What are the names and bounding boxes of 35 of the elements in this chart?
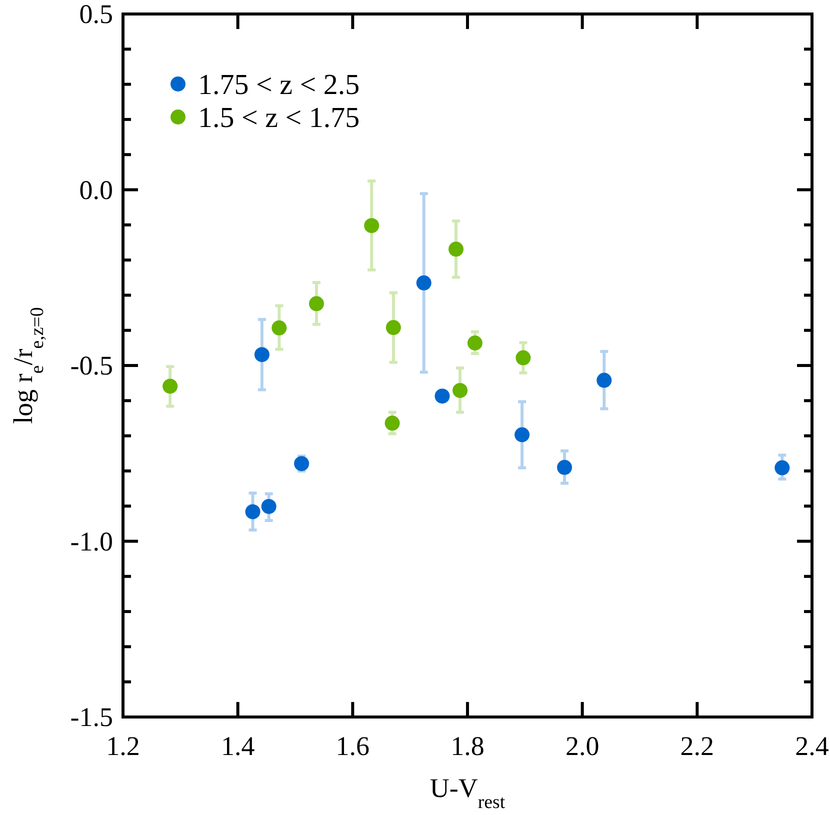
x-tick-label: 2.4 — [795, 731, 830, 761]
point — [452, 382, 468, 398]
point — [448, 242, 464, 257]
point — [434, 388, 450, 404]
x-tick-label: 1.2 — [106, 731, 140, 761]
point — [416, 275, 432, 290]
y-tick-label: -1.0 — [70, 526, 113, 556]
x-tick-label: 2.2 — [680, 731, 714, 761]
legend-label: 1.5 < z < 1.75 — [198, 102, 360, 134]
legend-label: 1.75 < z < 2.5 — [198, 69, 360, 101]
point — [516, 350, 531, 366]
point — [261, 498, 276, 514]
point — [162, 378, 178, 394]
point — [245, 504, 260, 520]
point — [384, 416, 400, 431]
x-tick-label: 1.6 — [336, 731, 370, 761]
point — [364, 218, 380, 234]
point — [386, 320, 401, 336]
point — [774, 460, 790, 476]
point — [596, 372, 612, 388]
y-tick-label: 0.5 — [79, 0, 113, 29]
point — [514, 427, 530, 442]
x-axis-title: U-V$_{rest}$ — [430, 773, 506, 812]
y-tick-label: -1.5 — [70, 702, 113, 732]
y-tick-label: 0.0 — [79, 174, 113, 205]
point — [294, 456, 310, 472]
x-tick-label: 2.0 — [565, 731, 600, 761]
point — [557, 460, 572, 475]
point — [467, 336, 482, 351]
y-tick-label: -0.5 — [70, 350, 113, 380]
x-tick-label: 1.8 — [450, 731, 484, 761]
point — [272, 320, 287, 336]
point — [254, 347, 270, 362]
point — [308, 296, 324, 312]
x-tick-label: 1.4 — [220, 731, 256, 761]
